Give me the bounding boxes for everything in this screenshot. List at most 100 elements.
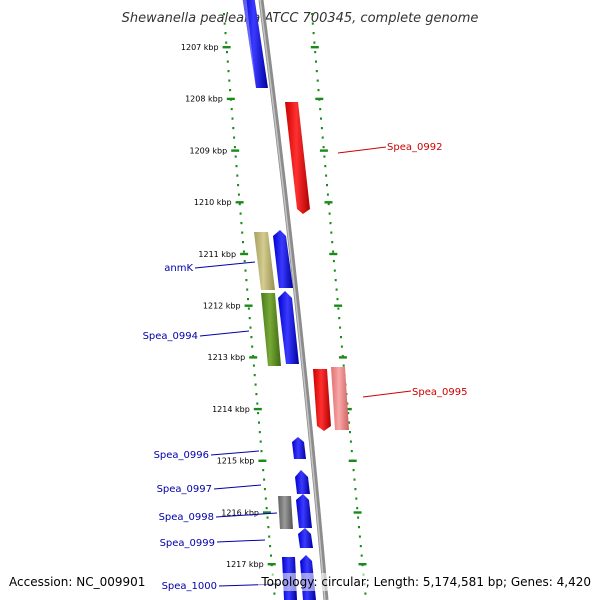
label-spea-0997[interactable]: Spea_0997	[157, 484, 212, 495]
gene-spea-0997[interactable]	[295, 470, 310, 494]
tick-dot	[231, 117, 234, 120]
tick-dot	[334, 279, 337, 282]
gene-forward-0994-pair[interactable]	[278, 291, 299, 364]
tick-dot	[263, 478, 266, 481]
tick-dot	[247, 307, 250, 310]
tick-mark	[240, 252, 249, 256]
tick-dot	[242, 250, 245, 253]
tick-dot	[234, 155, 237, 158]
tick-mark	[329, 252, 338, 256]
topology-backdrop	[258, 573, 600, 591]
tick-dot	[341, 355, 344, 358]
tick-label: 1210 kbp	[194, 198, 232, 207]
tick-dot	[243, 260, 246, 263]
gene-forward-top[interactable]	[242, 0, 268, 88]
tick-dot	[311, 13, 314, 16]
tick-dot	[255, 393, 258, 396]
tick-mark	[244, 304, 253, 307]
gene-spea-0999[interactable]	[298, 528, 313, 548]
tick-dot	[237, 193, 240, 196]
tick-dot	[233, 146, 236, 149]
tick-labels: 1207 kbp 1208 kbp 1209 kbp 1210 kbp 1211 kbp…	[181, 43, 264, 569]
gene-spea-0995-b[interactable]	[331, 367, 349, 430]
tick-dot	[354, 488, 357, 491]
tick-mark	[324, 201, 333, 204]
tick-dot	[249, 326, 252, 329]
tick-dot	[227, 70, 230, 73]
tick-dot	[312, 32, 315, 35]
tick-mark	[249, 356, 258, 359]
tick-mark	[222, 46, 231, 49]
tick-dot	[252, 364, 255, 367]
tick-dot	[348, 421, 351, 424]
tick-dot	[236, 174, 239, 177]
tick-dot	[332, 260, 335, 263]
tick-dot	[248, 317, 251, 320]
tick-dot	[226, 60, 229, 63]
tick-dot	[356, 507, 359, 510]
tick-label: 1207 kbp	[181, 43, 219, 52]
tick-dot	[311, 22, 314, 25]
label-anmk[interactable]: anmK	[164, 263, 193, 274]
label-spea-0995[interactable]: Spea_0995	[412, 387, 467, 398]
tick-dot	[355, 497, 358, 500]
tick-dot	[228, 79, 231, 82]
tick-dot	[358, 535, 361, 538]
gene-spea-0998[interactable]	[278, 496, 293, 529]
tick-dot	[223, 13, 225, 16]
tick-dot	[315, 70, 318, 73]
tick-dot	[252, 355, 255, 358]
gene-spea-0992[interactable]	[285, 102, 310, 214]
tick-dot	[320, 127, 323, 130]
gene-labels: Spea_0992 anmK Spea_0994 Spea_0995 Spea_…	[143, 142, 468, 592]
gene-spea-0996[interactable]	[292, 437, 306, 459]
gene-spea-0995-a[interactable]	[313, 369, 331, 431]
tick-dot	[265, 507, 268, 510]
tick-dot	[349, 431, 351, 434]
label-spea-0998[interactable]: Spea_0998	[159, 512, 214, 523]
gene-forward-0998-pair[interactable]	[296, 494, 312, 528]
tick-dot	[328, 212, 331, 215]
accession-text: Accession: NC_009901	[9, 575, 145, 589]
tick-dot	[314, 51, 317, 54]
tick-dot	[316, 79, 319, 82]
tick-dot	[337, 307, 340, 310]
tick-dot	[320, 117, 322, 120]
tick-tracks	[222, 13, 367, 595]
genome-backbone	[258, 0, 329, 600]
tick-dot	[324, 165, 327, 168]
label-spea-0999[interactable]: Spea_0999	[160, 538, 215, 549]
tick-mark	[334, 304, 343, 307]
tick-mark	[263, 511, 271, 514]
tick-dot	[340, 336, 342, 339]
tick-label: 1212 kbp	[203, 302, 241, 311]
tick-label: 1217 kbp	[226, 560, 264, 569]
tick-label: 1209 kbp	[189, 146, 227, 155]
tick-dot	[257, 412, 260, 415]
tick-dot	[226, 51, 228, 54]
tick-dot	[335, 288, 338, 291]
tick-dot	[360, 554, 363, 557]
tick-dot	[353, 478, 356, 481]
tick-dot	[359, 545, 362, 548]
tick-dot	[237, 184, 240, 187]
tick-dot	[225, 41, 228, 44]
tick-dot	[313, 41, 316, 44]
label-spea-0992[interactable]: Spea_0992	[387, 142, 442, 153]
tick-dot	[352, 469, 355, 472]
tick-label: 1213 kbp	[207, 353, 245, 362]
gene-spea-0994[interactable]	[261, 293, 281, 366]
tick-dot	[241, 231, 244, 234]
gene-anmk[interactable]	[254, 232, 275, 290]
label-spea-0996[interactable]: Spea_0996	[154, 450, 209, 461]
tick-mark	[348, 459, 357, 462]
tick-mark	[226, 97, 235, 101]
tick-dot	[323, 155, 326, 158]
tick-dot	[242, 241, 244, 244]
label-spea-0994[interactable]: Spea_0994	[143, 331, 198, 342]
tick-dot	[332, 250, 335, 253]
tick-dot	[230, 108, 233, 111]
label-spea-1000[interactable]: Spea_1000	[162, 581, 217, 592]
gene-forward-anmk-pair[interactable]	[273, 230, 293, 288]
